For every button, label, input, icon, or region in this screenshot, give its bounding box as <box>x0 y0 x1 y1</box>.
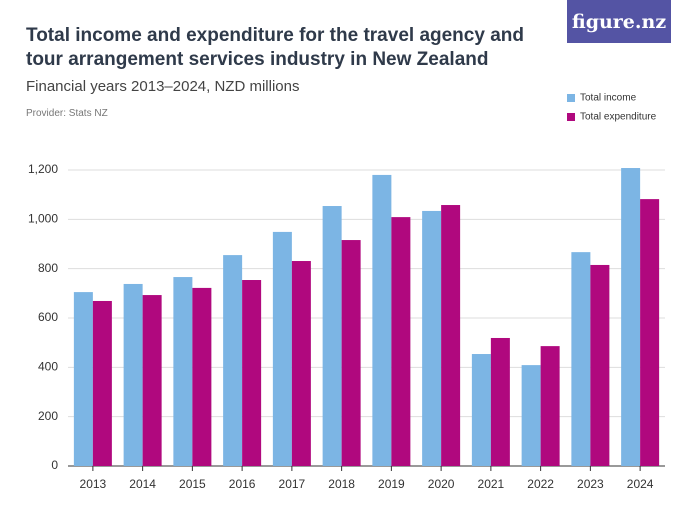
x-tick-label: 2015 <box>179 477 206 491</box>
bar <box>291 261 311 466</box>
bar <box>92 300 112 466</box>
y-tick-label: 400 <box>38 360 58 374</box>
bar <box>640 199 660 466</box>
chart-subtitle: Financial years 2013–2024, NZD millions <box>26 78 300 95</box>
y-tick-label: 1,000 <box>28 212 58 226</box>
legend-swatch <box>567 94 575 102</box>
x-tick-label: 2013 <box>80 477 107 491</box>
bar <box>471 354 491 466</box>
bar <box>571 252 591 466</box>
y-tick-label: 200 <box>38 409 58 423</box>
bar <box>621 168 641 466</box>
y-tick-label: 0 <box>51 458 58 472</box>
logo[interactable]: figure.nz <box>567 0 671 43</box>
bar <box>490 337 510 466</box>
bar <box>123 283 143 466</box>
legend-label: Total income <box>580 93 637 104</box>
x-tick-label: 2020 <box>428 477 455 491</box>
provider: Provider: Stats NZ <box>26 108 108 119</box>
bar <box>422 210 442 466</box>
bar <box>272 231 292 466</box>
bar <box>441 205 461 466</box>
bar <box>223 255 243 466</box>
bar <box>142 295 162 466</box>
bar <box>590 264 610 466</box>
bar <box>173 277 193 466</box>
legend-label: Total expenditure <box>580 112 657 123</box>
bar <box>540 346 560 466</box>
bar <box>242 280 262 466</box>
x-tick-label: 2016 <box>229 477 256 491</box>
x-tick-label: 2017 <box>279 477 306 491</box>
x-tick-label: 2024 <box>627 477 654 491</box>
bar <box>192 287 212 466</box>
y-tick-label: 1,200 <box>28 162 58 176</box>
y-tick-label: 800 <box>38 261 58 275</box>
x-tick-label: 2023 <box>577 477 604 491</box>
x-tick-label: 2014 <box>129 477 156 491</box>
bar <box>372 174 392 466</box>
x-tick-label: 2022 <box>527 477 554 491</box>
x-tick-label: 2019 <box>378 477 405 491</box>
legend-swatch <box>567 113 575 121</box>
chart-title: Total income and expenditure for the tra… <box>26 25 524 70</box>
bar <box>73 292 93 466</box>
x-tick-label: 2018 <box>328 477 355 491</box>
bar <box>341 240 361 466</box>
bar <box>391 217 411 466</box>
y-tick-label: 600 <box>38 310 58 324</box>
x-tick-label: 2021 <box>478 477 505 491</box>
bar <box>322 206 342 466</box>
bar <box>521 365 541 466</box>
